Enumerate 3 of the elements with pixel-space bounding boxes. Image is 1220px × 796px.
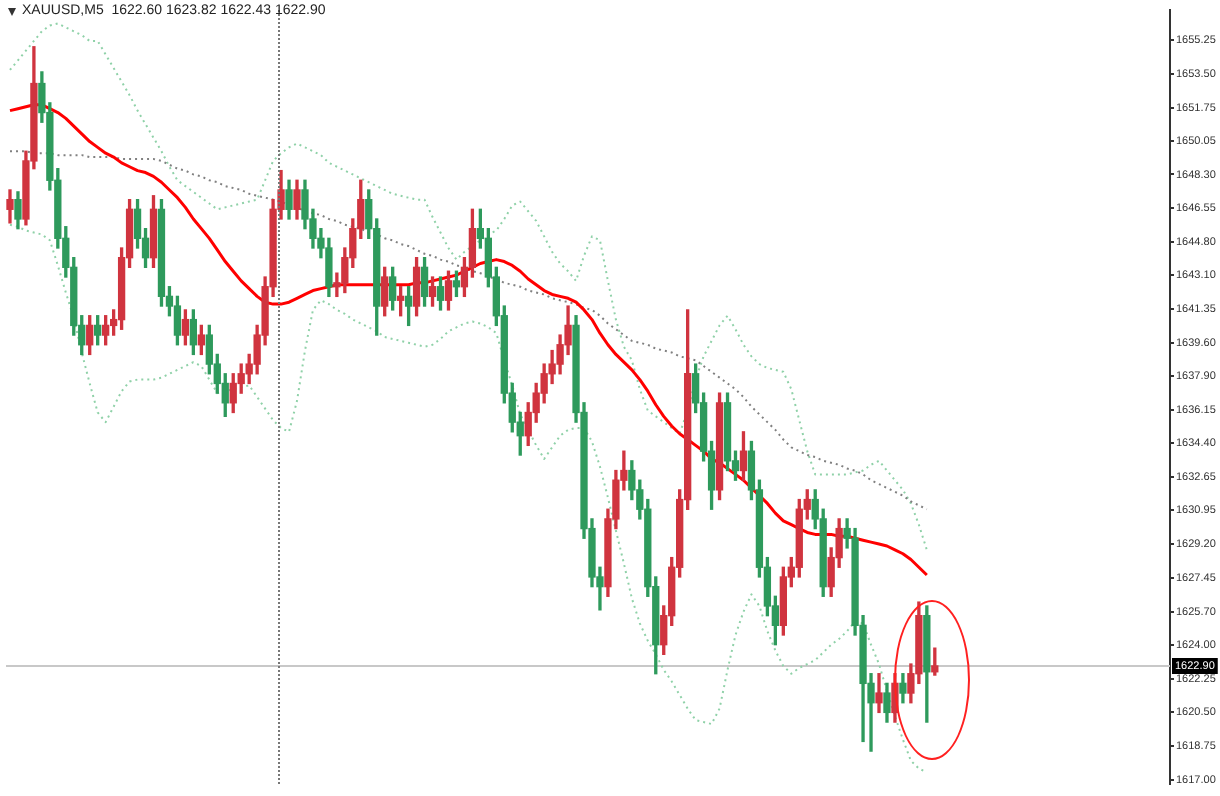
line-series xyxy=(8,150,928,511)
line-series xyxy=(8,223,928,774)
line-series xyxy=(8,22,928,551)
